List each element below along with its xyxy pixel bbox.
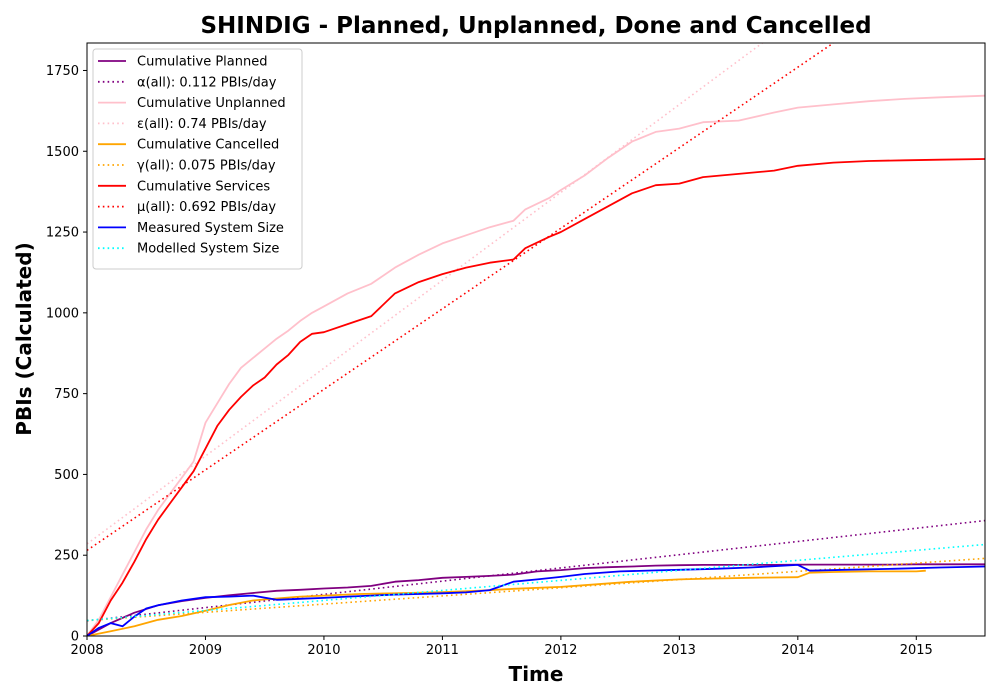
series-line-all-0-112-pbis-day [87,519,985,622]
series-line-all-0-692-pbis-day [87,43,834,552]
x-tick-label: 2008 [70,643,103,658]
legend-label: Cumulative Unplanned [137,96,286,111]
legend-label: μ(all): 0.692 PBIs/day [137,200,276,215]
y-tick-label: 1000 [46,306,79,321]
legend-label: Modelled System Size [137,242,279,257]
x-axis-title: Time [509,662,564,686]
legend-label: Cumulative Planned [137,55,267,70]
series-line-measured-system-size [87,564,985,636]
legend: Cumulative Planned α(all): 0.112 PBIs/day… [92,48,303,270]
series-line-cumulative-unplanned [87,94,985,636]
series-layer [87,43,985,636]
legend-label: Cumulative Cancelled [137,138,279,153]
legend-label: α(all): 0.112 PBIs/day [137,75,277,90]
y-tick-label: 1250 [46,226,79,241]
chart-title: SHINDIG - Planned, Unplanned, Done and C… [200,13,871,39]
axes-layer: 2008 2009 2010 2011 2012 2013 2014 2015 0 250 500 7… [46,42,986,658]
series-line-modelled-system-size [87,543,985,622]
x-tick-label: 2009 [189,643,222,658]
x-tick-label: 2010 [307,643,340,658]
legend-label: Measured System Size [137,221,284,236]
x-tick-label: 2012 [544,643,577,658]
plot-frame [86,42,986,637]
y-tick-label: 1750 [46,64,79,79]
series-line-cumulative-services [87,158,985,636]
y-tick-label: 0 [71,630,79,645]
x-tick-label: 2015 [900,643,933,658]
series-line-cumulative-cancelled [87,569,926,636]
y-tick-label: 750 [54,387,79,402]
legend-label: ε(all): 0.74 PBIs/day [137,117,267,132]
y-tick-label: 1500 [46,145,79,160]
series-line-all-0-075-pbis-day [87,557,985,622]
x-tick-label: 2014 [781,643,814,658]
legend-label: Cumulative Services [137,179,270,194]
y-tick-label: 500 [54,468,79,483]
x-tick-label: 2013 [663,643,696,658]
y-axis-title: PBIs (Calculated) [12,242,36,435]
legend-label: γ(all): 0.075 PBIs/day [137,159,276,174]
y-tick-label: 250 [54,549,79,564]
series-line-cumulative-planned [87,563,985,636]
legend-box [92,48,303,270]
x-tick-label: 2011 [426,643,459,658]
